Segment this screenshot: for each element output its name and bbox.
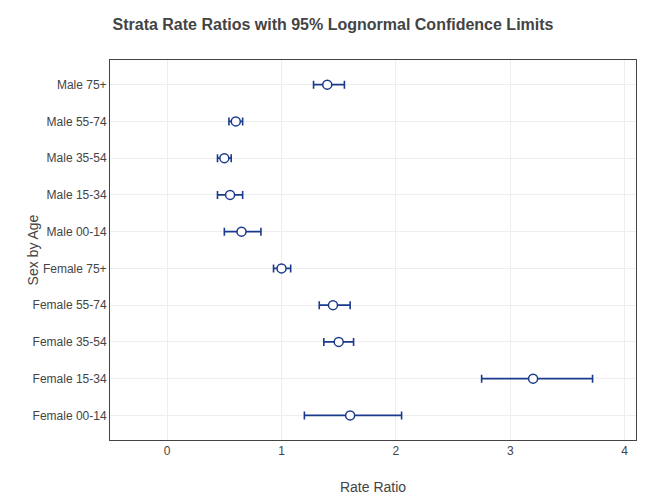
svg-text:Male 75+: Male 75+	[57, 78, 107, 92]
svg-text:3: 3	[507, 444, 514, 458]
svg-text:Male 00-14: Male 00-14	[47, 225, 107, 239]
svg-text:Female 00-14: Female 00-14	[33, 409, 107, 423]
svg-text:Male 55-74: Male 55-74	[47, 115, 107, 129]
svg-text:Rate Ratio: Rate Ratio	[340, 479, 406, 495]
svg-text:Female 15-34: Female 15-34	[33, 372, 107, 386]
svg-text:4: 4	[621, 444, 628, 458]
svg-text:Male 15-34: Male 15-34	[47, 188, 107, 202]
svg-text:Female 75+: Female 75+	[43, 262, 107, 276]
svg-text:1: 1	[278, 444, 285, 458]
svg-text:2: 2	[393, 444, 400, 458]
svg-text:Sex by Age: Sex by Age	[25, 214, 41, 285]
svg-text:Female 55-74: Female 55-74	[33, 298, 107, 312]
svg-text:0: 0	[164, 444, 171, 458]
svg-text:Female 35-54: Female 35-54	[33, 335, 107, 349]
svg-text:Male 35-54: Male 35-54	[47, 151, 107, 165]
svg-text:Strata Rate Ratios with 95% Lo: Strata Rate Ratios with 95% Lognormal Co…	[113, 16, 554, 33]
